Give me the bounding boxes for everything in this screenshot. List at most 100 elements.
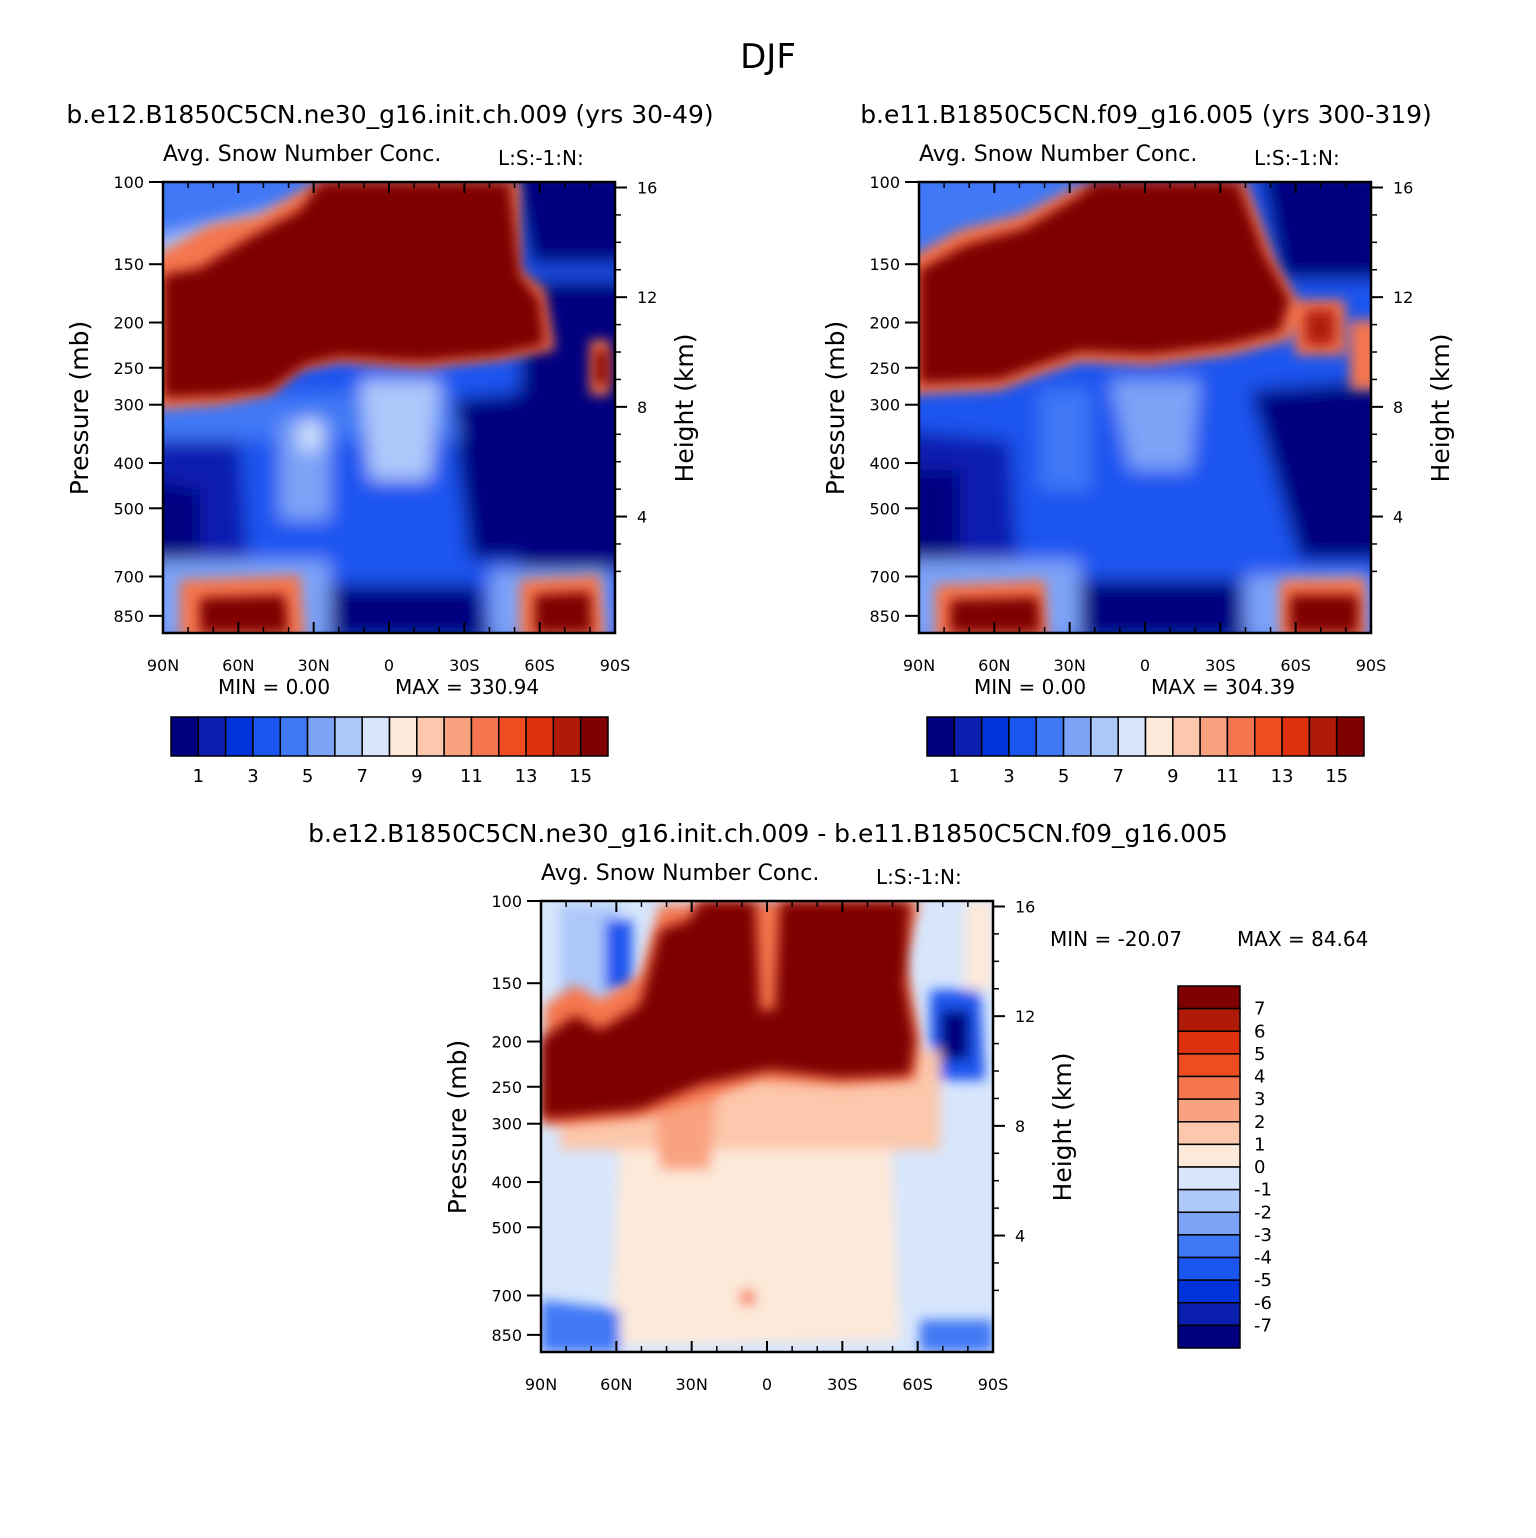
colorbar-box: [1177, 1053, 1241, 1078]
panel-b-title: Avg. Snow Number Conc.: [919, 142, 1197, 167]
colorbar-label: 6: [1254, 1021, 1265, 1042]
y-tick-label: 700: [491, 1286, 522, 1305]
panel-case-a: Avg. Snow Number Conc. L:S:-1:N:: [65, 142, 699, 787]
colorbar-box: [252, 716, 281, 757]
colorbar-box: [579, 716, 609, 757]
colorbar-box: [1281, 716, 1311, 757]
panel-b-tag: L:S:-1:N:: [1254, 146, 1340, 170]
panel-diff-y2label: Height (km): [1048, 1053, 1077, 1202]
colorbar-box: [224, 716, 254, 757]
colorbar-box: [552, 716, 582, 757]
panel-a-field: [163, 182, 615, 633]
colorbar-box: [1008, 716, 1037, 757]
colorbar-label: 2: [1254, 1112, 1265, 1133]
colorbar-box: [1144, 716, 1174, 757]
x-tick-label: 30N: [298, 656, 330, 675]
colorbar-box: [1177, 1188, 1241, 1213]
x-tick-label: 30S: [827, 1375, 858, 1394]
y-tick-label: 850: [491, 1326, 522, 1345]
x-tick-label: 60N: [222, 656, 254, 675]
x-tick-label: 90S: [600, 656, 631, 675]
x-tick-label: 30S: [1205, 656, 1236, 675]
panel-a-ylabel: Pressure (mb): [65, 321, 94, 495]
y2-tick-label: 16: [1015, 897, 1035, 916]
y2-tick-label: 4: [1393, 508, 1403, 527]
y-tick-label: 150: [491, 974, 522, 993]
y-tick-label: 700: [869, 567, 900, 586]
colorbar-box: [1172, 716, 1201, 757]
y-tick-label: 250: [869, 359, 900, 378]
colorbar-label: 5: [302, 766, 313, 787]
y2-tick-label: 12: [637, 288, 657, 307]
colorbar-label: 9: [1167, 766, 1178, 787]
colorbar-label: 1: [949, 766, 960, 787]
colorbar-box: [1035, 716, 1065, 757]
y2-tick-label: 4: [637, 508, 647, 527]
y-tick-label: 400: [869, 454, 900, 473]
colorbar-box: [1177, 1030, 1241, 1055]
colorbar-box: [1177, 1166, 1241, 1191]
colorbar-box: [443, 716, 473, 757]
colorbar-label: 1: [1254, 1134, 1265, 1155]
y-tick-label: 250: [113, 359, 144, 378]
colorbar-label: 3: [1003, 766, 1014, 787]
colorbar-box: [334, 716, 363, 757]
y-tick-label: 500: [113, 499, 144, 518]
panel-a-title: Avg. Snow Number Conc.: [163, 142, 441, 167]
colorbar-box: [306, 716, 336, 757]
x-tick-label: 60N: [978, 656, 1010, 675]
colorbar-box: [1177, 1007, 1241, 1032]
x-tick-label: 30N: [1054, 656, 1086, 675]
colorbar-label: -2: [1254, 1202, 1272, 1223]
x-tick-label: 90S: [1356, 656, 1387, 675]
colorbar-label: 15: [1325, 766, 1348, 787]
y-tick-label: 200: [869, 314, 900, 333]
y2-tick-label: 8: [1393, 398, 1403, 417]
panel-b-field: [919, 182, 1371, 633]
colorbar-label: 4: [1254, 1067, 1265, 1088]
x-tick-label: 0: [384, 656, 394, 675]
y2-tick-label: 8: [637, 398, 647, 417]
y2-tick-label: 8: [1015, 1117, 1025, 1136]
colorbar-label: 9: [411, 766, 422, 787]
colorbar-label: 1: [193, 766, 204, 787]
colorbar-label: 0: [1254, 1157, 1265, 1178]
colorbar-box: [980, 716, 1010, 757]
diff-title: b.e12.B1850C5CN.ne30_g16.init.ch.009 - b…: [308, 819, 1228, 848]
y-tick-label: 300: [869, 396, 900, 415]
panel-b-ylabel: Pressure (mb): [821, 321, 850, 495]
colorbar-label: 13: [1271, 766, 1294, 787]
colorbar-box: [1177, 1211, 1241, 1236]
panel-case-b: Avg. Snow Number Conc. L:S:-1:N:: [821, 142, 1455, 787]
panel-b-min: MIN = 0.00: [974, 675, 1086, 699]
colorbar-box: [1177, 1302, 1241, 1327]
x-tick-label: 90N: [903, 656, 935, 675]
x-tick-label: 30N: [676, 1375, 708, 1394]
colorbar-box: [470, 716, 500, 757]
colorbar-box: [953, 716, 983, 757]
colorbar-box: [1226, 716, 1256, 757]
colorbar-box: [416, 716, 445, 757]
colorbar-box: [1177, 1121, 1241, 1146]
case-a-title: b.e12.B1850C5CN.ne30_g16.init.ch.009 (yr…: [66, 100, 713, 129]
panel-a-max: MAX = 330.94: [395, 675, 539, 699]
y2-tick-label: 16: [1393, 178, 1413, 197]
y2-tick-label: 12: [1393, 288, 1413, 307]
colorbar-box: [1177, 985, 1241, 1010]
y2-tick-label: 12: [1015, 1007, 1035, 1026]
y-tick-label: 100: [869, 173, 900, 192]
colorbar-box: [1177, 1324, 1241, 1349]
figure-title: DJF: [740, 37, 796, 77]
colorbar-label: -7: [1254, 1315, 1272, 1336]
y-tick-label: 250: [491, 1078, 522, 1097]
x-tick-label: 60S: [1280, 656, 1311, 675]
y-tick-label: 200: [113, 314, 144, 333]
panel-difference: Avg. Snow Number Conc. L:S:-1:N:: [443, 861, 1368, 1394]
colorbar-box: [197, 716, 227, 757]
colorbar-box: [1177, 1279, 1241, 1304]
colorbar-box: [1117, 716, 1147, 757]
panel-diff-title: Avg. Snow Number Conc.: [541, 861, 819, 886]
y-tick-label: 400: [113, 454, 144, 473]
